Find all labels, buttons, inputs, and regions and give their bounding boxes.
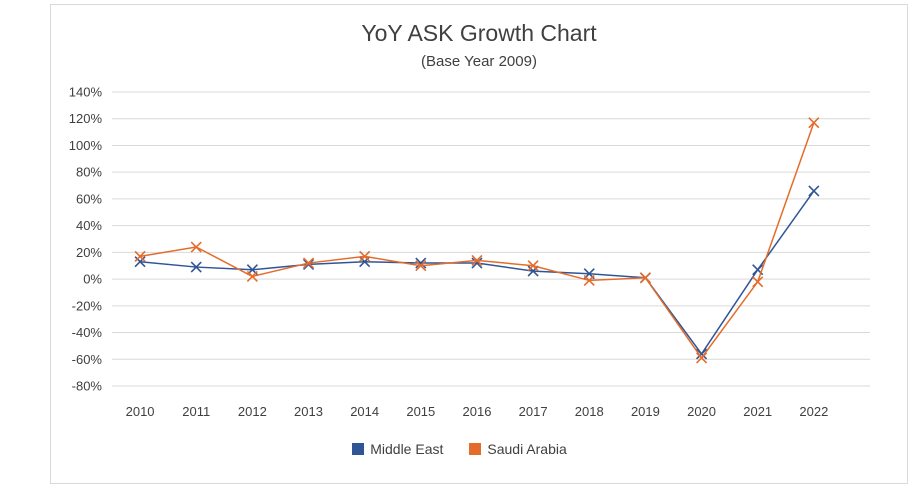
data-point bbox=[695, 348, 708, 360]
y-tick-label: 100% bbox=[69, 138, 103, 153]
data-point bbox=[583, 274, 595, 286]
data-point bbox=[190, 241, 202, 253]
x-tick-label: 2018 bbox=[575, 404, 604, 419]
data-point bbox=[134, 250, 146, 262]
y-tick-label: -80% bbox=[72, 379, 103, 394]
y-tick-label: 0% bbox=[83, 272, 102, 287]
data-point bbox=[415, 257, 427, 269]
y-tick-label: -20% bbox=[72, 298, 103, 313]
data-point bbox=[752, 276, 764, 288]
data-point bbox=[695, 352, 708, 364]
y-tick-label: 140% bbox=[69, 85, 103, 100]
x-tick-label: 2021 bbox=[743, 404, 772, 419]
series-line bbox=[140, 190, 815, 356]
data-point bbox=[527, 260, 539, 272]
x-tick-label: 2010 bbox=[126, 404, 155, 419]
x-tick-label: 2020 bbox=[687, 404, 716, 419]
data-point bbox=[359, 250, 371, 262]
legend-item-saudi-arabia: Saudi Arabia bbox=[469, 441, 567, 457]
data-point bbox=[808, 185, 820, 197]
data-point bbox=[471, 254, 483, 266]
x-tick-label: 2019 bbox=[631, 404, 660, 419]
data-point bbox=[471, 257, 483, 269]
legend: Middle East Saudi Arabia bbox=[0, 441, 919, 457]
data-point bbox=[639, 272, 651, 284]
chart-title: YoY ASK Growth Chart bbox=[361, 20, 597, 46]
x-tick-label: 2016 bbox=[463, 404, 492, 419]
y-tick-label: 60% bbox=[76, 191, 102, 206]
data-point bbox=[302, 258, 315, 270]
series-line bbox=[139, 122, 815, 360]
legend-swatch-saudi-arabia bbox=[469, 443, 482, 455]
legend-label-middle-east: Middle East bbox=[370, 441, 444, 457]
chart-subtitle: (Base Year 2009) bbox=[421, 53, 537, 70]
x-tick-label: 2011 bbox=[182, 404, 210, 419]
legend-item-middle-east: Middle East bbox=[352, 441, 443, 457]
x-tick-label: 2012 bbox=[238, 404, 267, 419]
data-point bbox=[415, 260, 427, 272]
data-point bbox=[134, 256, 146, 268]
legend-label-saudi-arabia: Saudi Arabia bbox=[487, 441, 567, 457]
data-point bbox=[808, 117, 820, 129]
data-point bbox=[359, 256, 371, 268]
x-tick-label: 2022 bbox=[799, 404, 828, 419]
data-point bbox=[527, 265, 539, 277]
data-point bbox=[302, 257, 315, 269]
y-tick-label: 120% bbox=[69, 111, 103, 126]
y-tick-label: 80% bbox=[76, 165, 102, 180]
x-tick-label: 2013 bbox=[294, 404, 323, 419]
data-point bbox=[190, 261, 202, 273]
y-tick-label: 40% bbox=[76, 218, 102, 233]
x-tick-label: 2017 bbox=[519, 404, 548, 419]
x-tick-label: 2014 bbox=[350, 404, 379, 419]
y-tick-label: -40% bbox=[72, 325, 103, 340]
legend-swatch-middle-east bbox=[352, 443, 365, 455]
y-tick-label: -60% bbox=[72, 352, 103, 367]
y-tick-label: 20% bbox=[76, 245, 102, 260]
x-tick-label: 2015 bbox=[406, 404, 435, 419]
data-point bbox=[246, 270, 258, 282]
